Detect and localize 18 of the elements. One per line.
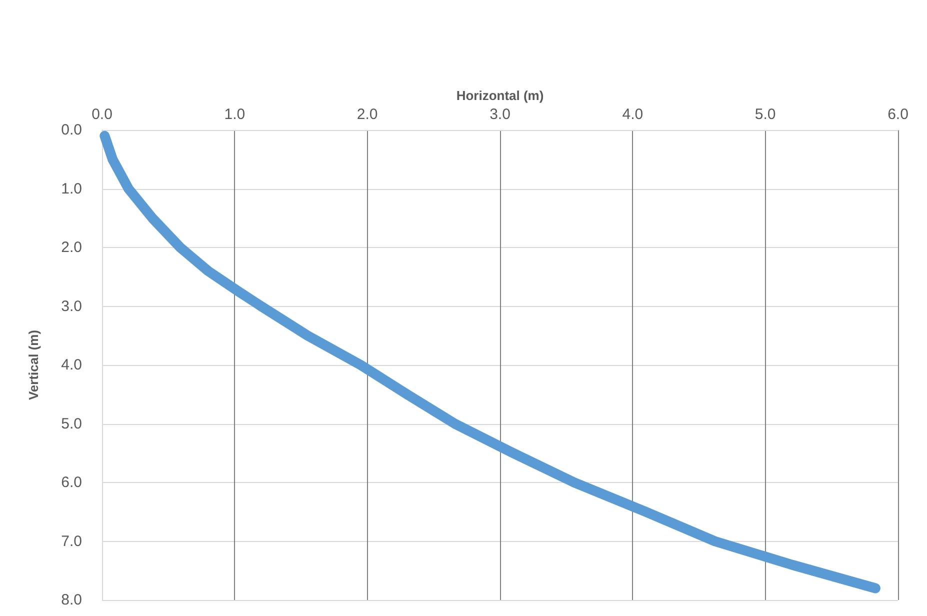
x-tick-label: 6.0: [888, 106, 908, 123]
x-tick-label: 0.0: [92, 106, 112, 123]
y-tick-label: 4.0: [61, 356, 82, 374]
x-tick-label: 5.0: [754, 106, 776, 123]
y-tick-label: 1.0: [61, 180, 82, 198]
y-tick-label: 2.0: [61, 239, 82, 256]
y-tick-label: 6.0: [61, 474, 82, 491]
x-tick-label: 4.0: [622, 106, 644, 123]
x-axis-title: Horizontal (m): [456, 88, 544, 104]
y-axis-title: Vertical (m): [26, 330, 41, 400]
x-tick-label: 3.0: [490, 106, 510, 123]
x-tick-label: 1.0: [224, 106, 246, 123]
y-tick-label: 7.0: [61, 532, 82, 550]
y-tick-label: 0.0: [61, 122, 82, 138]
x-tick-label: 2.0: [356, 106, 378, 123]
y-tick-label: 3.0: [61, 298, 82, 315]
y-tick-label: 5.0: [61, 415, 82, 432]
y-tick-label: 8.0: [61, 592, 82, 608]
